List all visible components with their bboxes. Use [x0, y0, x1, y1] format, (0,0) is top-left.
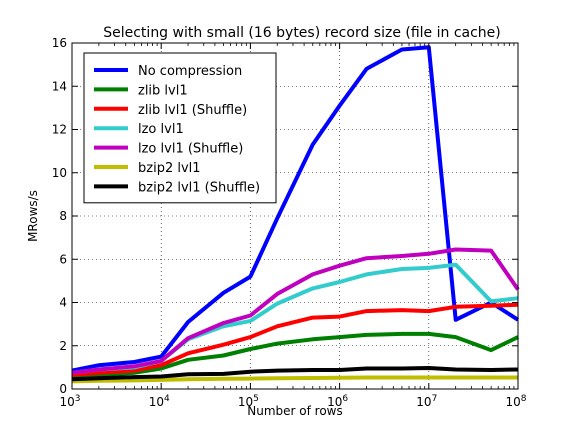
y-tick-label: 10 — [52, 166, 67, 180]
y-tick-label: 16 — [52, 36, 67, 50]
grid — [72, 43, 518, 389]
series-group — [71, 45, 520, 384]
y-tick-label: 6 — [59, 252, 67, 266]
series-line-1 — [71, 45, 520, 373]
legend-label: lzo lvl1 — [138, 122, 184, 137]
y-tick-label: 8 — [59, 209, 67, 223]
x-tick-label: 104 — [149, 394, 170, 409]
x-tick-label: 108 — [505, 394, 526, 409]
y-tick-label: 14 — [52, 79, 67, 93]
y-tick-label: 2 — [59, 339, 67, 353]
x-tick-label: 105 — [238, 394, 259, 409]
legend: No compression zlib lvl1 zlib lvl1 (Shuffl… — [83, 52, 277, 204]
series-line-2 — [71, 331, 519, 380]
y-tick-label: 12 — [52, 123, 67, 137]
x-tick-label: 103 — [59, 394, 80, 409]
legend-label: bzip2 lvl1 (Shuffle) — [138, 180, 260, 195]
x-tick-label: 107 — [416, 394, 437, 409]
legend-label: zlib lvl1 — [138, 83, 188, 98]
y-tick-label: 4 — [59, 296, 67, 310]
series-line-6 — [71, 375, 518, 384]
series-line-3 — [71, 302, 519, 377]
ticks: 103 104 105 106 107 108 0 2 4 6 8 10 12 14 16 — [52, 36, 527, 409]
y-tick-label: 0 — [59, 382, 67, 396]
y-axis-title: MRows/s — [26, 190, 40, 242]
x-tick-label: 106 — [327, 394, 348, 409]
legend-label: lzo lvl1 (Shuffle) — [138, 142, 243, 157]
series-line-5 — [71, 247, 520, 375]
legend-label: zlib lvl1 (Shuffle) — [138, 103, 247, 118]
legend-label: bzip2 lvl1 — [138, 161, 201, 176]
x-axis-title: Number of rows — [247, 404, 342, 418]
series-line-7 — [71, 366, 519, 382]
chart-title: Selecting with small (16 bytes) record s… — [103, 25, 501, 41]
legend-label: No compression — [138, 64, 242, 79]
